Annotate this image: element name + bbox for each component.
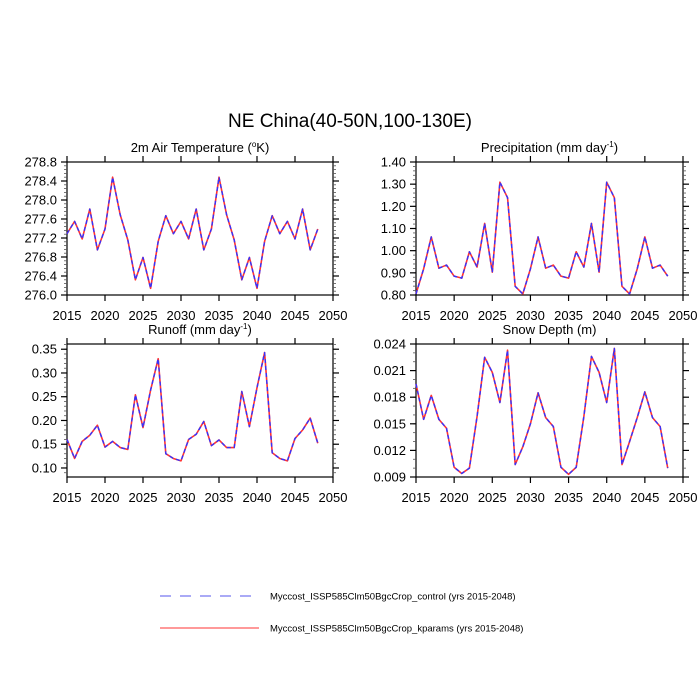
x-tick-label: 2045 [281, 308, 310, 323]
panel-precipitation: Precipitation (mm day-1) 2015 2020 2025 2030… [381, 140, 698, 323]
panel-title-end: ) [614, 140, 618, 155]
plot-frame [415, 161, 684, 296]
x-tick-label: 2015 [53, 308, 82, 323]
x-tick-label: 2040 [592, 490, 621, 505]
x-tick-label: 2025 [129, 308, 158, 323]
panels: 2m Air Temperature (oK) 2015 2020 2025 2030 2… [24, 140, 697, 505]
x-tick-label: 2020 [91, 308, 120, 323]
x-tick-label: 2020 [440, 490, 469, 505]
x-tick-label: 2040 [243, 490, 272, 505]
series-line-control [415, 181, 669, 295]
x-tick-label: 2035 [554, 308, 583, 323]
x-tick-label: 2045 [630, 490, 659, 505]
y-tick-label: 0.25 [32, 389, 57, 404]
y-tick-label: 276.4 [24, 269, 57, 284]
panel-title-main: Precipitation (mm day [481, 140, 607, 155]
panel-title-main: 2m Air Temperature ( [131, 140, 253, 155]
y-tick-label: 0.009 [373, 470, 406, 485]
x-tick-label: 2040 [243, 308, 272, 323]
x-tick-label: 2045 [281, 490, 310, 505]
x-tick-label: 2020 [91, 490, 120, 505]
y-tick-label: 1.00 [381, 243, 406, 258]
panel-temperature: 2m Air Temperature (oK) 2015 2020 2025 2030 2… [24, 140, 347, 323]
panel-title-superscript: -1 [607, 140, 615, 149]
x-tick-label: 2030 [516, 308, 545, 323]
panel-title-end: K) [256, 140, 269, 155]
panel-title-main: Snow Depth (m) [503, 322, 597, 337]
panel-title: Runoff (mm day-1) [148, 322, 252, 337]
series-line-control [66, 176, 319, 290]
x-tick-label: 2015 [402, 490, 431, 505]
y-tick-label: 0.021 [373, 363, 406, 378]
y-tick-label: 0.024 [373, 337, 406, 352]
series-line-kparams [66, 351, 319, 462]
legend-kparams-label: Myccost_ISSP585Clm50BgcCrop_kparams (yrs… [270, 624, 523, 635]
y-tick-label: 0.20 [32, 413, 57, 428]
x-tick-label: 2050 [319, 490, 348, 505]
y-tick-label: 0.018 [373, 390, 406, 405]
y-tick-label: 278.0 [24, 193, 57, 208]
y-tick-label: 1.30 [381, 177, 406, 192]
y-tick-label: 0.015 [373, 416, 406, 431]
x-tick-label: 2050 [669, 308, 698, 323]
series-line-kparams [415, 347, 669, 476]
panel-title-main: Runoff (mm day [148, 322, 241, 337]
y-tick-label: 0.012 [373, 443, 406, 458]
x-tick-label: 2035 [554, 490, 583, 505]
x-tick-label: 2035 [205, 490, 234, 505]
y-tick-label: 277.6 [24, 212, 57, 227]
y-tick-label: 0.90 [381, 265, 406, 280]
x-tick-label: 2050 [669, 490, 698, 505]
y-tick-label: 1.10 [381, 221, 406, 236]
y-tick-label: 0.15 [32, 437, 57, 452]
panel-title: Snow Depth (m) [503, 322, 597, 337]
y-tick-label: 0.10 [32, 460, 57, 475]
legend: Myccost_ISSP585Clm50BgcCrop_control (yrs… [160, 592, 523, 635]
x-tick-label: 2035 [205, 308, 234, 323]
panel-title-superscript: o [252, 140, 257, 149]
y-tick-label: 0.80 [381, 288, 406, 303]
panel-runoff: Runoff (mm day-1) 2015 2020 2025 2030 2035 204… [32, 322, 348, 505]
x-tick-label: 2015 [402, 308, 431, 323]
plot-frame [415, 343, 684, 478]
x-tick-label: 2030 [167, 490, 196, 505]
plot-frame [66, 343, 334, 478]
y-tick-label: 276.8 [24, 250, 57, 265]
x-tick-label: 2030 [516, 490, 545, 505]
x-tick-label: 2030 [167, 308, 196, 323]
y-tick-label: 0.30 [32, 365, 57, 380]
legend-control-label: Myccost_ISSP585Clm50BgcCrop_control (yrs… [270, 592, 516, 603]
x-tick-label: 2050 [319, 308, 348, 323]
x-tick-label: 2040 [592, 308, 621, 323]
panel-title-end: ) [248, 322, 252, 337]
y-tick-label: 278.8 [24, 155, 57, 170]
x-tick-label: 2020 [440, 308, 469, 323]
panel-snow-depth: Snow Depth (m) 2015 2020 2025 2030 2035 2040 20… [373, 322, 697, 505]
x-tick-label: 2015 [53, 490, 82, 505]
panel-title: Precipitation (mm day-1) [481, 140, 618, 155]
y-tick-label: 276.0 [24, 288, 57, 303]
panel-title-superscript: -1 [240, 322, 248, 331]
y-tick-label: 1.40 [381, 155, 406, 170]
panel-title: 2m Air Temperature (oK) [131, 140, 270, 155]
y-tick-label: 277.2 [24, 231, 57, 246]
y-tick-label: 1.20 [381, 199, 406, 214]
figure-title: NE China(40-50N,100-130E) [228, 111, 472, 132]
x-tick-label: 2045 [630, 308, 659, 323]
series-line-control [66, 351, 319, 462]
plot-frame [66, 161, 334, 296]
y-tick-label: 0.35 [32, 342, 57, 357]
x-tick-label: 2025 [478, 308, 507, 323]
series-line-kparams [415, 181, 669, 295]
y-tick-label: 278.4 [24, 174, 57, 189]
x-tick-label: 2025 [478, 490, 507, 505]
x-tick-label: 2025 [129, 490, 158, 505]
series-line-control [415, 347, 669, 476]
